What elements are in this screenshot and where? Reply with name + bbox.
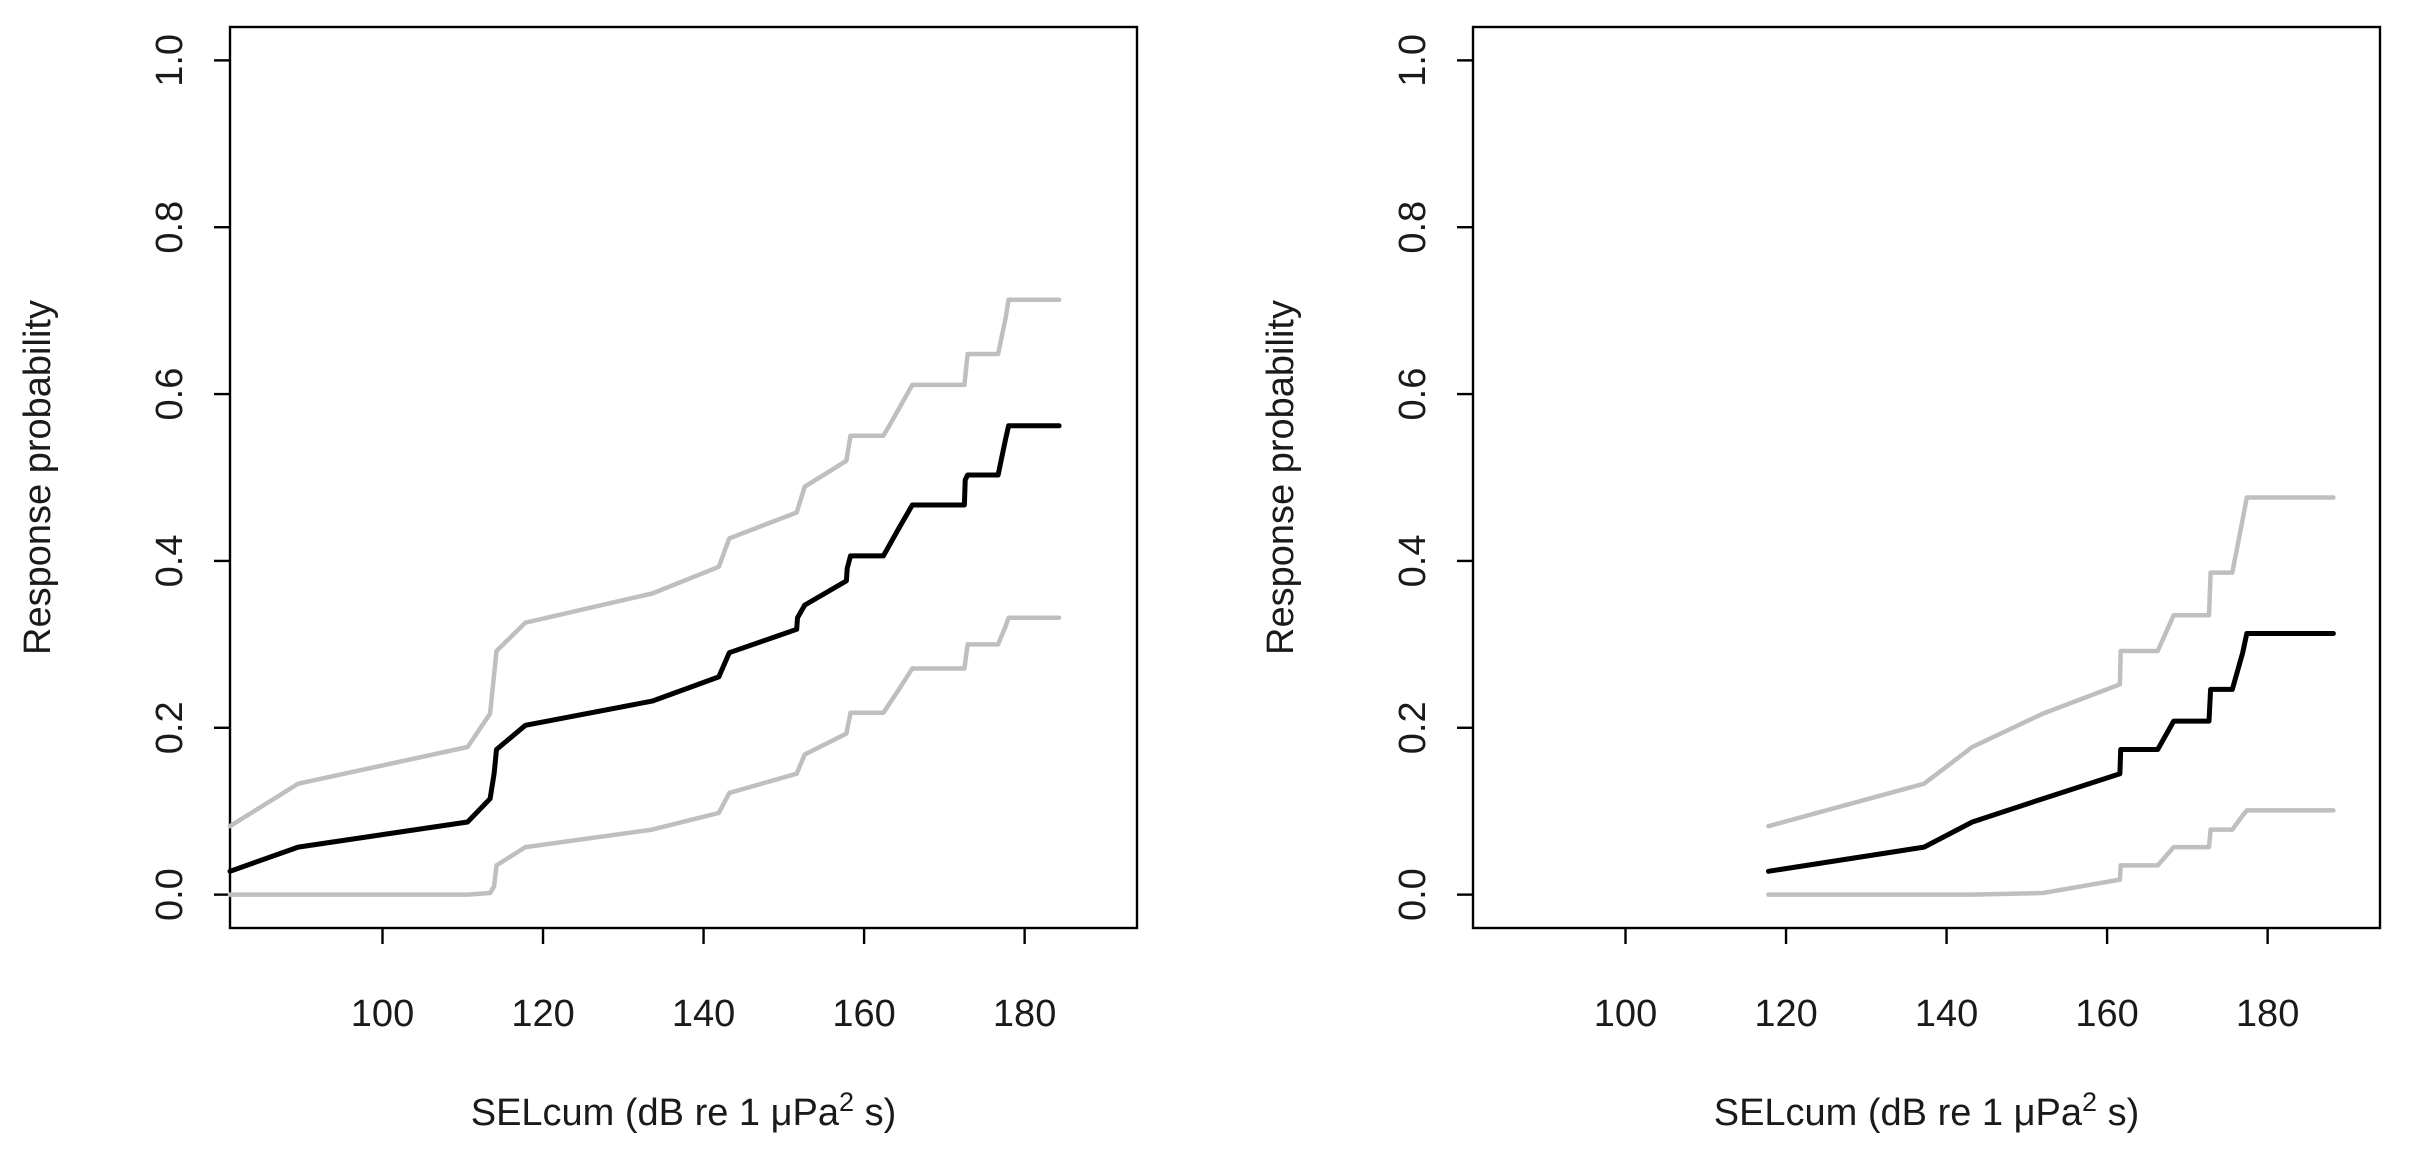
x-axis-title-part: Pa	[793, 1092, 840, 1134]
x-axis-title-part: 2	[2082, 1087, 2097, 1117]
series-line-estimate	[227, 423, 1062, 874]
y-axis-title: Response probability	[17, 300, 59, 655]
chart-panel-1: 100 120 140 160 180 0.0 0.2 0.4 0.6 0.8 1.0 Respons…	[17, 25, 1139, 1134]
x-tick-label: 120	[1754, 993, 1817, 1035]
series-line-estimate	[1765, 631, 2336, 874]
x-tick-label: 140	[672, 993, 735, 1035]
x-tick-label: 140	[1915, 993, 1978, 1035]
x-axis-title: SELcum (dB re 1 μPa2 s)	[1714, 1087, 2140, 1134]
y-tick-label: 0.6	[1392, 368, 1434, 421]
x-axis-title-part: μ	[771, 1092, 793, 1134]
y-tick-label: 1.0	[149, 34, 191, 87]
x-axis-title-part: SELcum (dB re 1	[471, 1092, 771, 1134]
series-line-upper	[1766, 495, 2336, 829]
x-tick-label: 180	[993, 993, 1056, 1035]
x-axis-title-part: s)	[2097, 1092, 2139, 1134]
chart-panel-2: 100 120 140 160 180 0.0 0.2 0.4 0.6 0.8 1.0 Respons…	[1260, 25, 2382, 1134]
series-line-lower	[1766, 808, 2336, 897]
plot-frame	[1471, 25, 2382, 930]
x-axis-title-part: s)	[854, 1092, 896, 1134]
plot-frame	[228, 25, 1139, 930]
x-tick-label: 100	[351, 993, 414, 1035]
y-tick-label: 1.0	[1392, 34, 1434, 87]
series-line-lower	[227, 615, 1062, 897]
x-axis-title: SELcum (dB re 1 μPa2 s)	[471, 1087, 897, 1134]
y-tick-label: 0.8	[149, 201, 191, 254]
x-tick-label: 120	[511, 993, 574, 1035]
y-tick-label: 0.8	[1392, 201, 1434, 254]
y-tick-label: 0.2	[1392, 701, 1434, 754]
y-axis-title: Response probability	[1260, 300, 1302, 655]
y-tick-label: 0.0	[1392, 868, 1434, 921]
x-axis-title-part: μ	[2014, 1092, 2036, 1134]
x-tick-label: 100	[1594, 993, 1657, 1035]
x-axis-title-part: SELcum (dB re 1	[1714, 1092, 2014, 1134]
y-tick-label: 0.4	[1392, 535, 1434, 588]
x-tick-label: 160	[2075, 993, 2138, 1035]
x-tick-label: 180	[2236, 993, 2299, 1035]
x-axis-title-part: Pa	[2036, 1092, 2083, 1134]
x-tick-label: 160	[832, 993, 895, 1035]
y-tick-label: 0.6	[149, 368, 191, 421]
series-line-upper	[227, 297, 1062, 829]
y-tick-label: 0.2	[149, 701, 191, 754]
x-axis-title-part: 2	[839, 1087, 854, 1117]
y-tick-label: 0.4	[149, 535, 191, 588]
y-tick-label: 0.0	[149, 868, 191, 921]
